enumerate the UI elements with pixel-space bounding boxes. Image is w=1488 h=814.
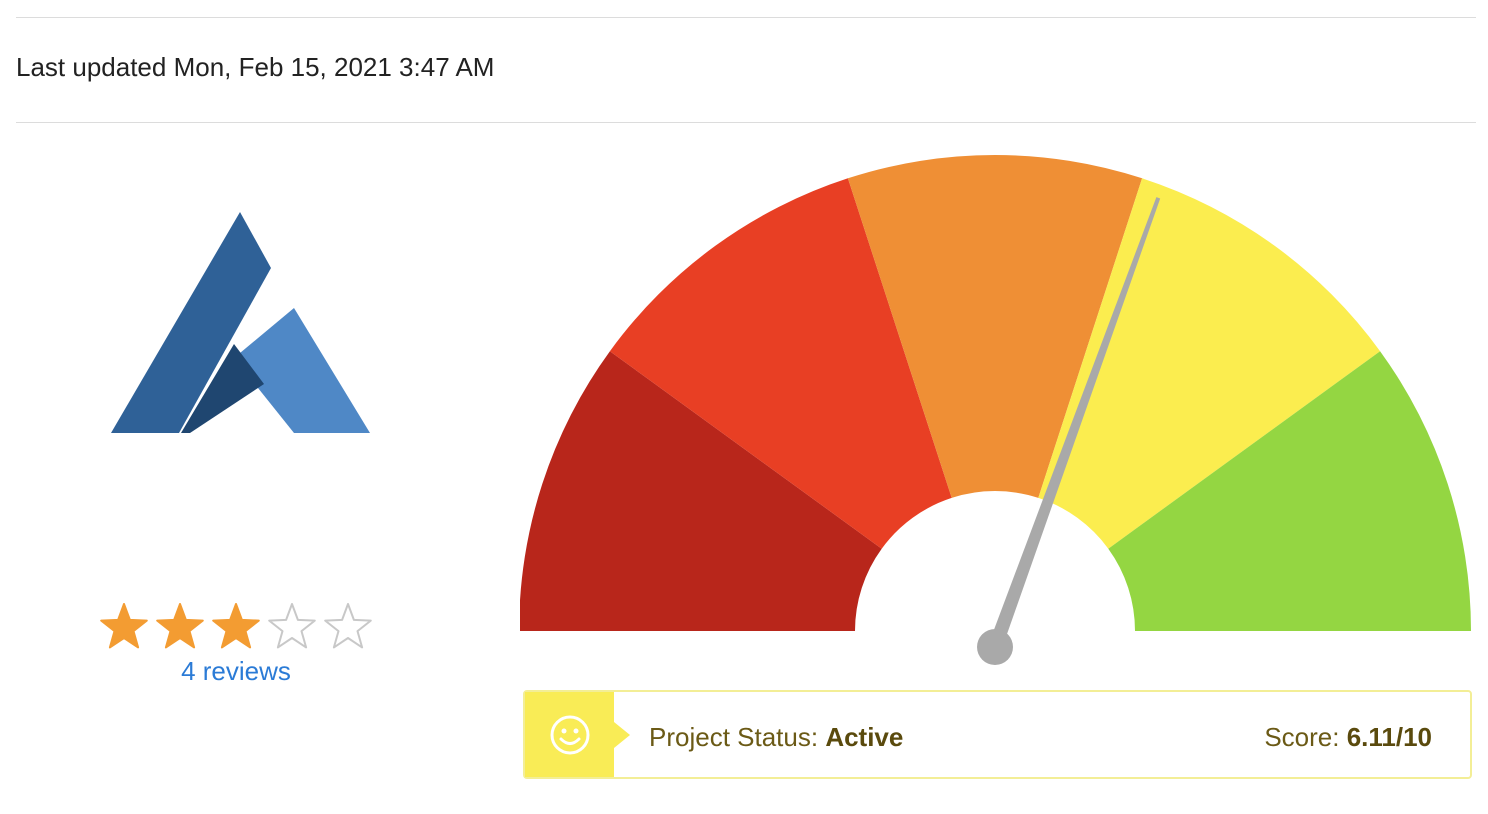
project-status-bar: Project Status: Active Score: 6.11/10 [523,690,1472,779]
star-filled-icon [212,603,260,649]
reviews-link[interactable]: 4 reviews [181,656,291,686]
gauge-segment-2 [609,178,952,549]
smiley-icon [550,715,590,755]
score-text: Score: 6.11/10 [1264,722,1432,753]
rating-block: 4 reviews [96,600,376,687]
header-divider [16,122,1476,123]
gauge-needle-hub [977,629,1013,665]
star-empty-icon [324,603,372,649]
star-filled-icon [100,603,148,649]
gauge-segment-4 [1038,178,1381,549]
status-icon-box [525,692,630,777]
status-value: Active [825,722,904,752]
gauge-segment-3 [847,155,1143,498]
status-label: Project Status: [649,722,826,752]
star-rating [96,600,376,652]
score-gauge [520,155,1471,665]
ardor-logo-icon [111,212,370,433]
star-filled-icon [156,603,204,649]
gauge-segment-1 [520,351,882,631]
gauge-segment-5 [1108,351,1471,631]
score-label: Score: [1264,722,1347,752]
project-status-text: Project Status: Active [649,722,903,753]
project-logo [108,208,372,438]
top-divider [16,17,1476,18]
score-value: 6.11/10 [1346,722,1432,752]
gauge-needle [988,197,1161,650]
last-updated-text: Last updated Mon, Feb 15, 2021 3:47 AM [16,52,495,82]
star-empty-icon [268,603,316,649]
